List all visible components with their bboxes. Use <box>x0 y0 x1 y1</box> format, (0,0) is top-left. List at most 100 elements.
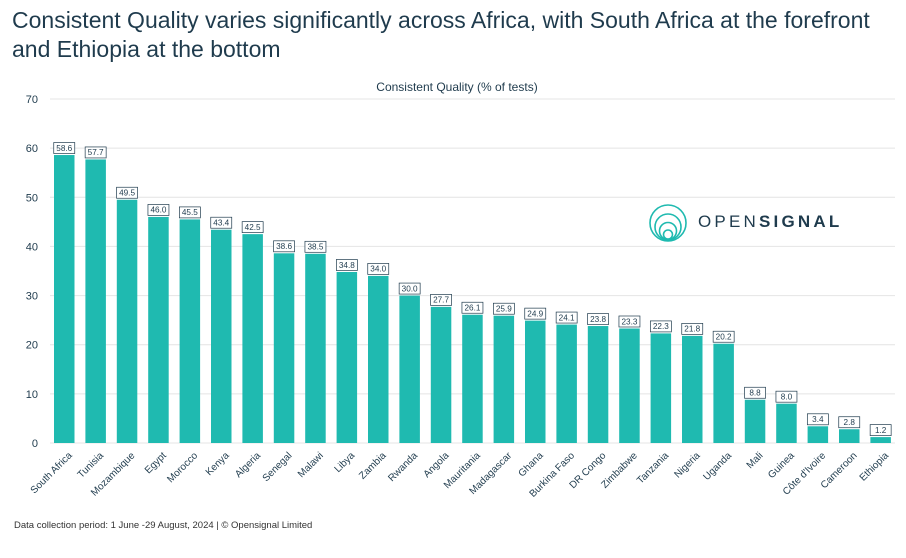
bar <box>54 155 75 443</box>
data-label-box <box>367 263 390 275</box>
x-tick-label: Ghana <box>517 450 546 479</box>
bar <box>776 403 797 443</box>
bar <box>525 320 546 443</box>
bar <box>242 234 263 443</box>
data-label-box <box>304 240 327 253</box>
data-label-box <box>116 186 138 199</box>
bar <box>211 229 232 443</box>
bar <box>807 426 829 443</box>
data-label-box <box>806 413 829 426</box>
data-label: 21.8 <box>684 325 700 334</box>
x-tick-label: Morocco <box>165 450 200 485</box>
x-tick-label: Nigeria <box>672 450 702 480</box>
bar <box>368 275 389 443</box>
bar <box>148 216 169 443</box>
data-label-box <box>712 330 735 343</box>
data-label: 34.8 <box>339 261 355 270</box>
data-label-box <box>775 390 798 403</box>
x-tick-label: Zambia <box>357 450 389 482</box>
bar <box>305 253 326 443</box>
opensignal-wordmark: OPENSIGNAL <box>698 212 842 232</box>
data-label: 38.6 <box>276 242 292 251</box>
y-tick-label: 0 <box>32 438 38 450</box>
y-tick-label: 10 <box>26 389 38 401</box>
bar <box>556 324 577 443</box>
data-label-box <box>147 204 170 216</box>
bar <box>650 333 672 443</box>
x-tick-label: South Africa <box>29 450 75 496</box>
x-tick-label: Tanzania <box>635 450 671 486</box>
x-tick-label: Angola <box>422 450 452 480</box>
data-label-box <box>273 240 295 253</box>
y-tick-label: 20 <box>26 340 38 352</box>
data-label-box <box>84 146 107 159</box>
bar <box>713 343 734 443</box>
y-tick-label: 40 <box>26 241 38 253</box>
x-tick-label: Guinea <box>766 450 797 481</box>
bar <box>430 306 452 443</box>
x-tick-label: Algeria <box>233 450 263 480</box>
bar <box>587 326 609 443</box>
data-label-box <box>336 259 358 271</box>
data-label-box <box>398 282 421 295</box>
data-label-box <box>493 302 515 315</box>
data-label: 24.9 <box>527 309 543 318</box>
data-label: 22.3 <box>653 322 669 331</box>
bar <box>493 315 515 443</box>
data-label: 30.0 <box>402 284 418 293</box>
opensignal-logo-icon <box>649 204 687 242</box>
data-label-box <box>555 311 578 324</box>
x-tick-label: Uganda <box>701 450 734 483</box>
y-tick-label: 50 <box>26 192 38 204</box>
logo-text-light: OPEN <box>698 212 759 231</box>
data-label-box <box>461 301 484 314</box>
data-label: 34.0 <box>370 265 386 274</box>
data-label: 57.7 <box>88 148 104 157</box>
data-label-box <box>53 142 76 154</box>
x-tick-label: Senegal <box>261 450 295 484</box>
data-label: 23.8 <box>590 315 606 324</box>
data-label-box <box>430 294 452 306</box>
data-label-box <box>681 323 704 335</box>
chart-subtitle: Consistent Quality (% of tests) <box>376 80 537 94</box>
bar <box>116 199 138 443</box>
data-label-box <box>838 416 861 429</box>
data-label-box <box>179 206 201 219</box>
data-label: 38.5 <box>307 243 323 252</box>
chart-title: Consistent Quality varies significantly … <box>12 7 870 62</box>
data-label-box <box>241 221 264 233</box>
x-tick-label: Tunisia <box>76 450 107 481</box>
data-label: 8.8 <box>749 389 761 398</box>
data-label: 46.0 <box>150 206 166 215</box>
x-tick-label: Ethiopia <box>858 450 892 484</box>
data-label: 24.1 <box>559 313 575 322</box>
bar <box>179 219 201 443</box>
x-tick-label: Mali <box>745 450 766 471</box>
data-label-box <box>524 307 547 320</box>
data-label: 49.5 <box>119 189 135 198</box>
data-label-box <box>618 315 641 328</box>
x-tick-label: Kenya <box>204 450 232 478</box>
bar <box>682 335 703 443</box>
bar <box>273 253 295 443</box>
opensignal-logo: OPENSIGNAL <box>648 203 868 245</box>
x-tick-label: Egypt <box>143 450 169 476</box>
bar <box>744 399 766 443</box>
x-tick-label: Rwanda <box>386 450 420 484</box>
bar <box>85 159 106 443</box>
data-label: 43.4 <box>213 219 229 228</box>
data-label-box <box>869 424 892 436</box>
bar <box>870 437 891 443</box>
data-label-box <box>210 216 233 229</box>
y-tick-label: 30 <box>26 291 38 303</box>
data-label: 3.4 <box>812 415 824 424</box>
bar <box>399 295 420 443</box>
data-label: 8.0 <box>781 392 793 401</box>
bar <box>619 328 640 443</box>
data-label: 42.5 <box>245 223 261 232</box>
data-label: 27.7 <box>433 296 449 305</box>
data-label: 26.1 <box>464 304 480 313</box>
data-label: 23.3 <box>621 317 637 326</box>
y-tick-label: 70 <box>26 94 38 106</box>
logo-text-bold: SIGNAL <box>758 212 843 231</box>
